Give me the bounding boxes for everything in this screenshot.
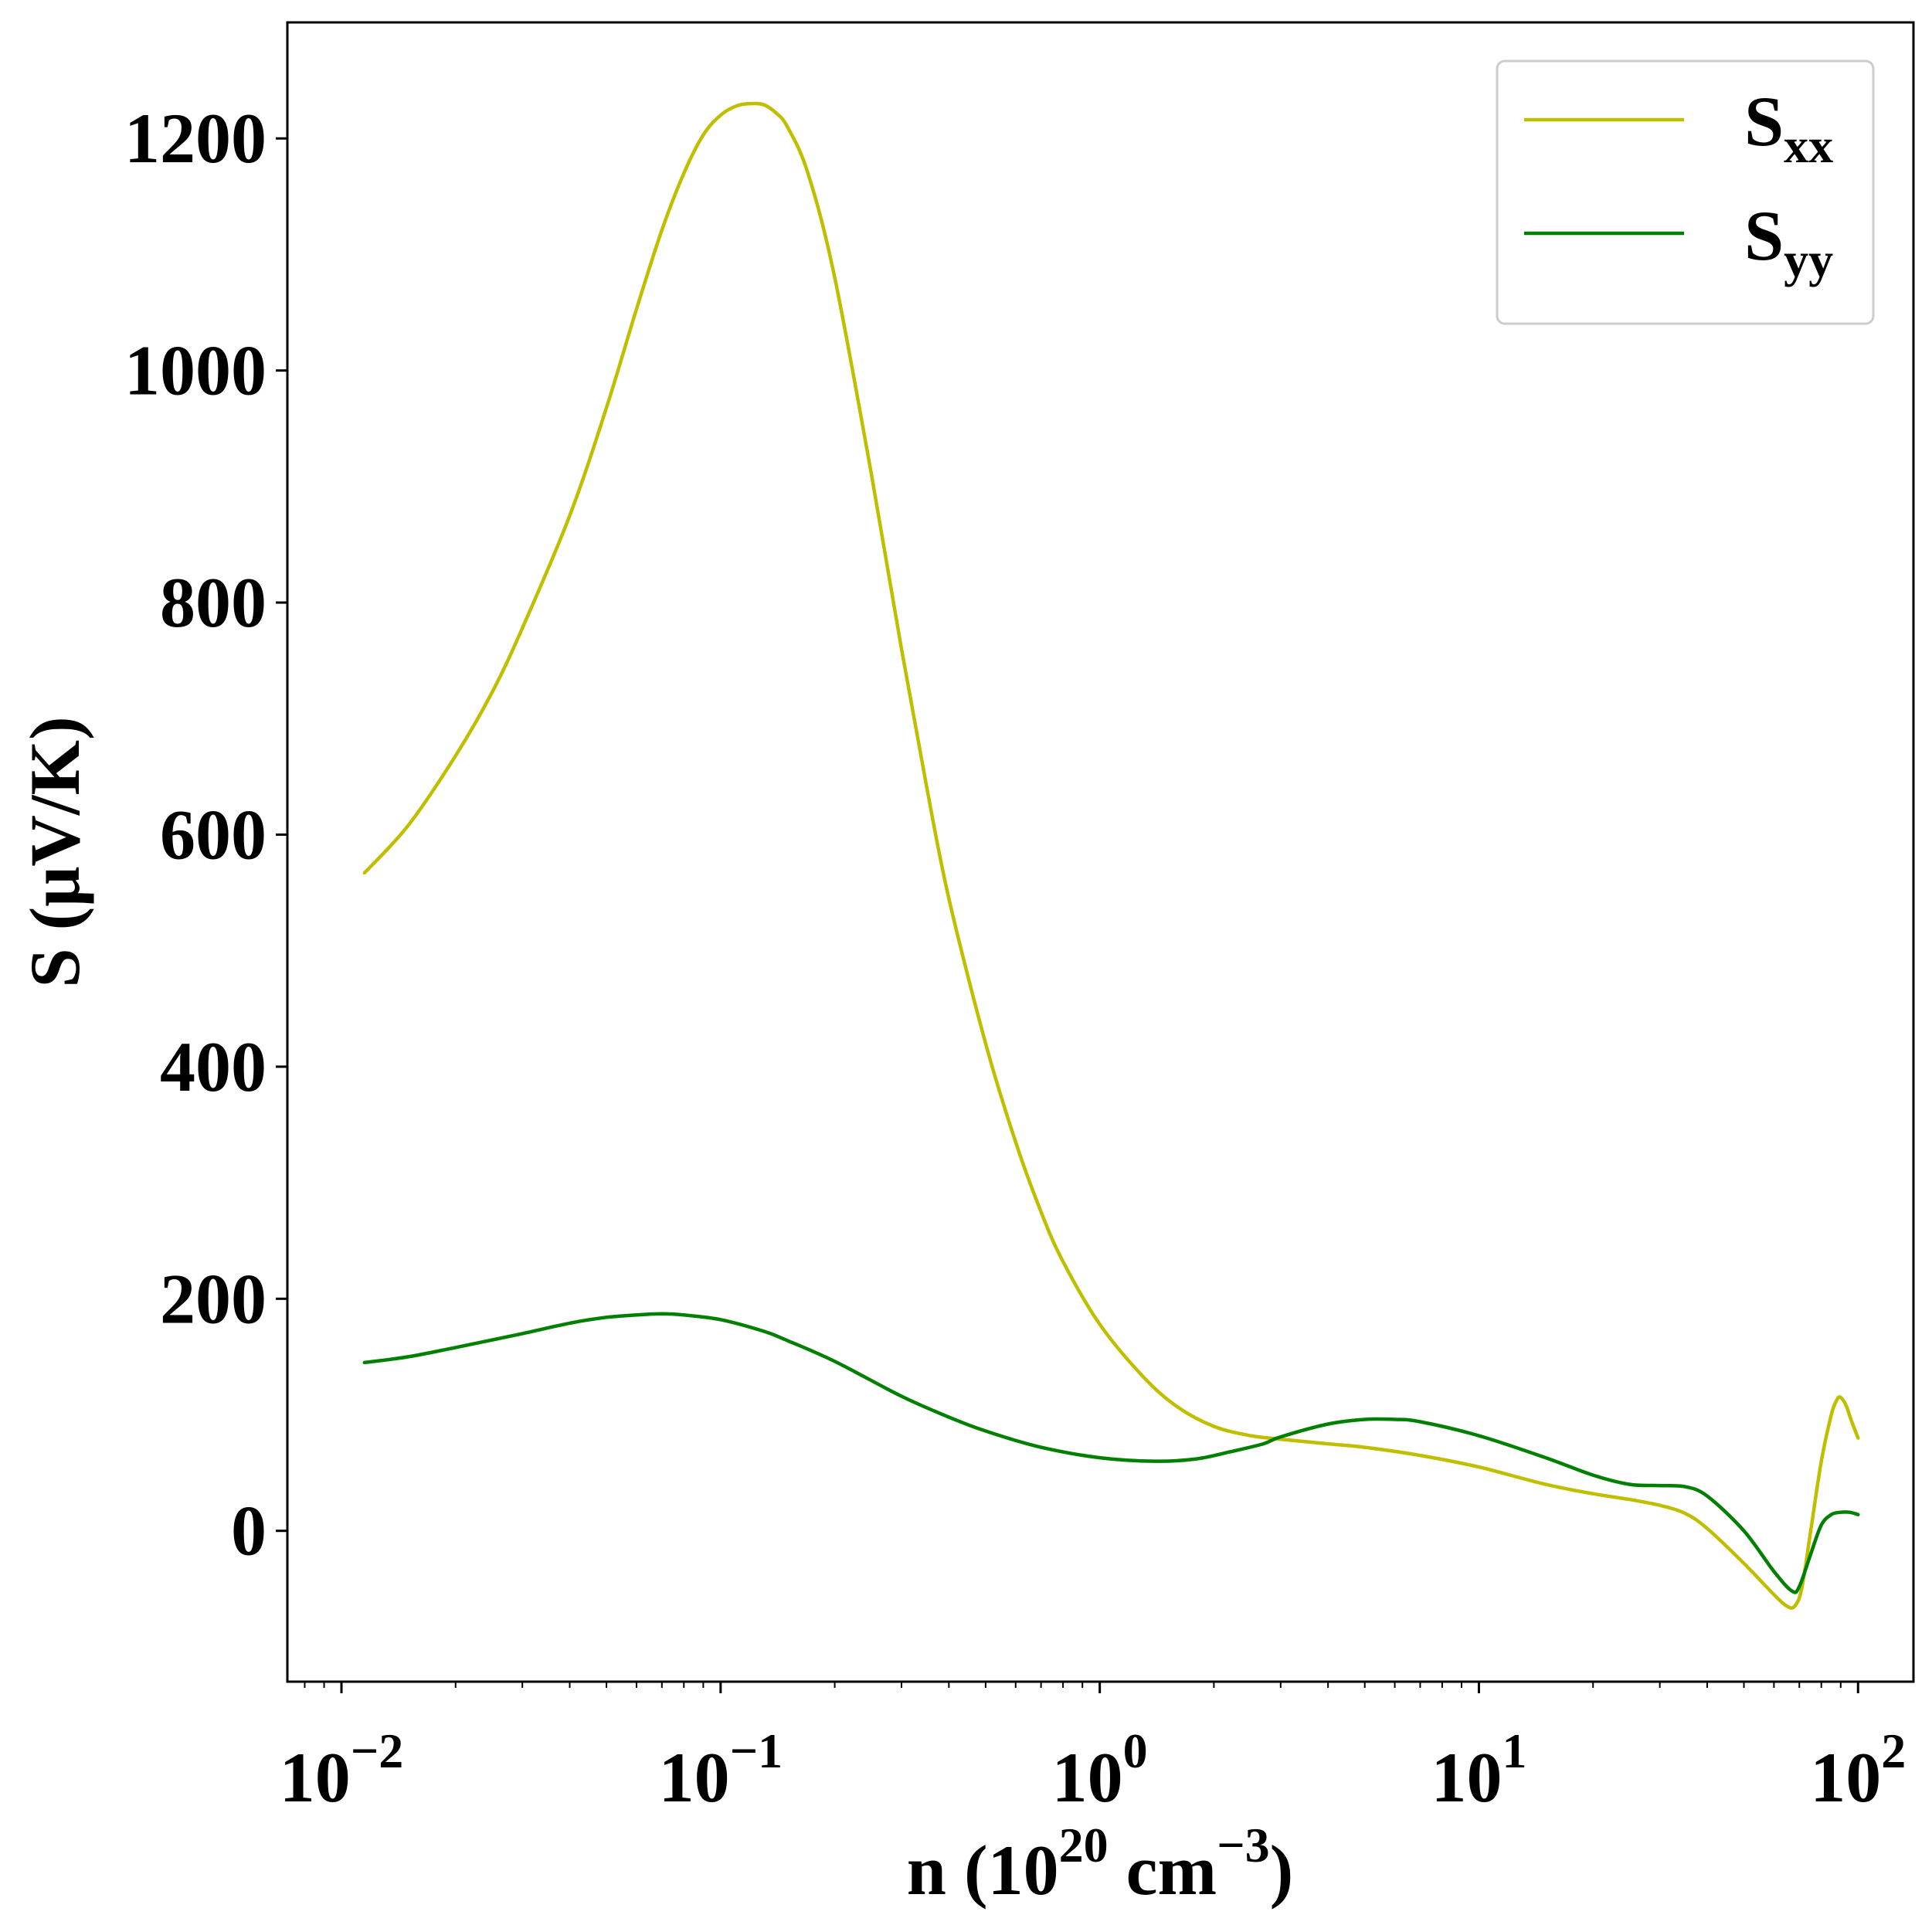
- legend-label-sxx-sub: xx: [1784, 118, 1833, 173]
- y-tick-label: 600: [160, 795, 267, 874]
- y-tick-label: 400: [160, 1027, 267, 1106]
- plot-area: [362, 101, 1860, 1610]
- y-tick-label: 800: [160, 563, 267, 642]
- x-axis-title-exp: 20: [1059, 1818, 1109, 1872]
- x-tick-label-exp: −2: [351, 1723, 403, 1778]
- x-tick-label-base: 10: [280, 1738, 351, 1817]
- legend-box: [1496, 59, 1875, 325]
- x-axis: 10−2 10−1 100 101 102: [280, 1682, 1906, 1817]
- legend-label-sxx-base: S: [1744, 82, 1784, 161]
- y-tick-label: 0: [231, 1492, 267, 1570]
- legend-label-syy-sub: yy: [1784, 233, 1833, 287]
- x-tick-label-exp: 0: [1123, 1723, 1148, 1778]
- x-tick-label: 102: [1810, 1723, 1906, 1817]
- y-tick-label: 200: [160, 1259, 267, 1338]
- x-axis-title-unit-exp: −3: [1217, 1818, 1269, 1872]
- x-tick-label-base: 10: [659, 1738, 730, 1817]
- x-tick-label: 10−2: [280, 1723, 403, 1817]
- series-line-syy: [362, 1312, 1860, 1594]
- x-axis-title-main: n (10: [907, 1831, 1059, 1910]
- y-axis: 0 200 400 600 800 1000 1200: [124, 99, 287, 1570]
- y-axis-title: S (μV/K): [15, 716, 94, 987]
- x-tick-label-exp: 1: [1502, 1723, 1526, 1778]
- series-line-sxx: [362, 101, 1860, 1610]
- x-tick-label: 101: [1431, 1723, 1526, 1817]
- y-tick-label: 1000: [124, 331, 267, 410]
- legend-label-syy-base: S: [1744, 196, 1784, 275]
- x-tick-label-base: 10: [1052, 1738, 1123, 1817]
- legend: Sxx Syy: [1496, 59, 1875, 325]
- x-tick-label-base: 10: [1431, 1738, 1502, 1817]
- x-axis-title-close: ): [1270, 1831, 1294, 1910]
- x-tick-label-exp: −1: [730, 1723, 783, 1778]
- x-tick-label-base: 10: [1810, 1738, 1881, 1817]
- x-tick-label: 10−1: [659, 1723, 783, 1817]
- series-layer: [362, 101, 1860, 1610]
- x-axis-title: n (1020 cm−3): [907, 1818, 1293, 1910]
- legend-label-syy: Syy: [1744, 196, 1833, 287]
- legend-label-sxx: Sxx: [1744, 82, 1833, 173]
- y-tick-label: 1200: [124, 99, 267, 178]
- x-tick-label-exp: 2: [1881, 1723, 1906, 1778]
- x-tick-label: 100: [1052, 1723, 1148, 1817]
- x-axis-title-unit: cm: [1109, 1831, 1217, 1910]
